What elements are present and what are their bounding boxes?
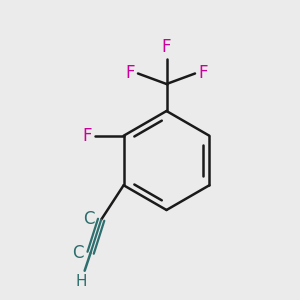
Text: C: C xyxy=(83,210,94,228)
Text: H: H xyxy=(76,274,87,289)
Text: F: F xyxy=(125,64,135,82)
Text: C: C xyxy=(73,244,84,262)
Text: F: F xyxy=(82,127,92,145)
Text: F: F xyxy=(162,38,171,56)
Text: F: F xyxy=(198,64,208,82)
